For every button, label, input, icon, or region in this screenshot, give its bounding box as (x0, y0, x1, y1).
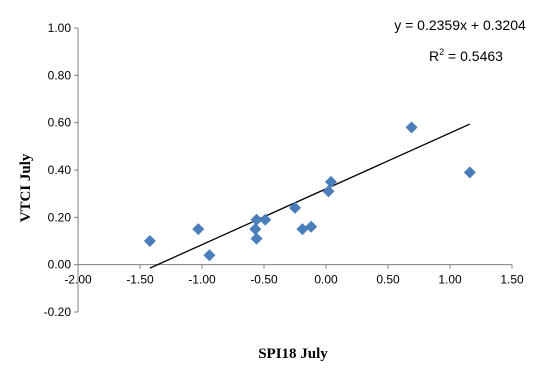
x-axis-title: SPI18 July (258, 346, 328, 362)
data-point (250, 232, 263, 245)
y-tick-label: 0.20 (48, 210, 72, 224)
axes (74, 27, 513, 313)
x-tick-label: 0.00 (314, 273, 338, 287)
data-point (143, 235, 156, 247)
y-axis-title: VTCI July (18, 153, 34, 222)
tick-labels: -0.20 0.00 0.20 0.40 0.60 0.80 1.00 -2.00 -1.50 -… (44, 21, 524, 319)
y-tick-label: 0.40 (48, 163, 72, 177)
y-tick-label: 1.00 (48, 21, 72, 35)
y-tick-label: -0.20 (44, 305, 72, 319)
data-point (463, 166, 476, 179)
data-point (203, 249, 216, 262)
r-squared: R2 = 0.5463 (429, 47, 503, 64)
data-point (405, 121, 418, 134)
x-tick-label: 0.50 (376, 273, 400, 287)
trendline (149, 123, 471, 269)
x-tick-label: -2.00 (64, 273, 92, 287)
y-tick-label: 0.00 (48, 258, 72, 272)
y-tick-label: 0.60 (48, 116, 72, 130)
data-point (289, 201, 301, 214)
y-tick-label: 0.80 (48, 68, 72, 82)
trendline-layer (149, 123, 471, 269)
data-point (324, 175, 337, 188)
x-tick-label: -1.00 (188, 273, 216, 287)
x-tick-label: 1.50 (500, 273, 524, 287)
data-point (192, 223, 205, 236)
r-squared-suffix: = 0.5463 (444, 48, 503, 64)
data-point (250, 213, 263, 226)
r-squared-prefix: R (429, 48, 439, 64)
trend-equation: y = 0.2359x + 0.3204 (394, 17, 526, 33)
x-tick-label: 1.00 (438, 273, 462, 287)
data-point (259, 213, 272, 226)
data-points (143, 121, 476, 262)
data-point (249, 223, 262, 236)
data-point (296, 223, 309, 236)
r-squared-sup: 2 (439, 47, 444, 57)
data-point (305, 220, 318, 233)
data-point (322, 185, 335, 198)
x-tick-label: -1.50 (126, 273, 154, 287)
x-tick-label: -0.50 (250, 273, 278, 287)
